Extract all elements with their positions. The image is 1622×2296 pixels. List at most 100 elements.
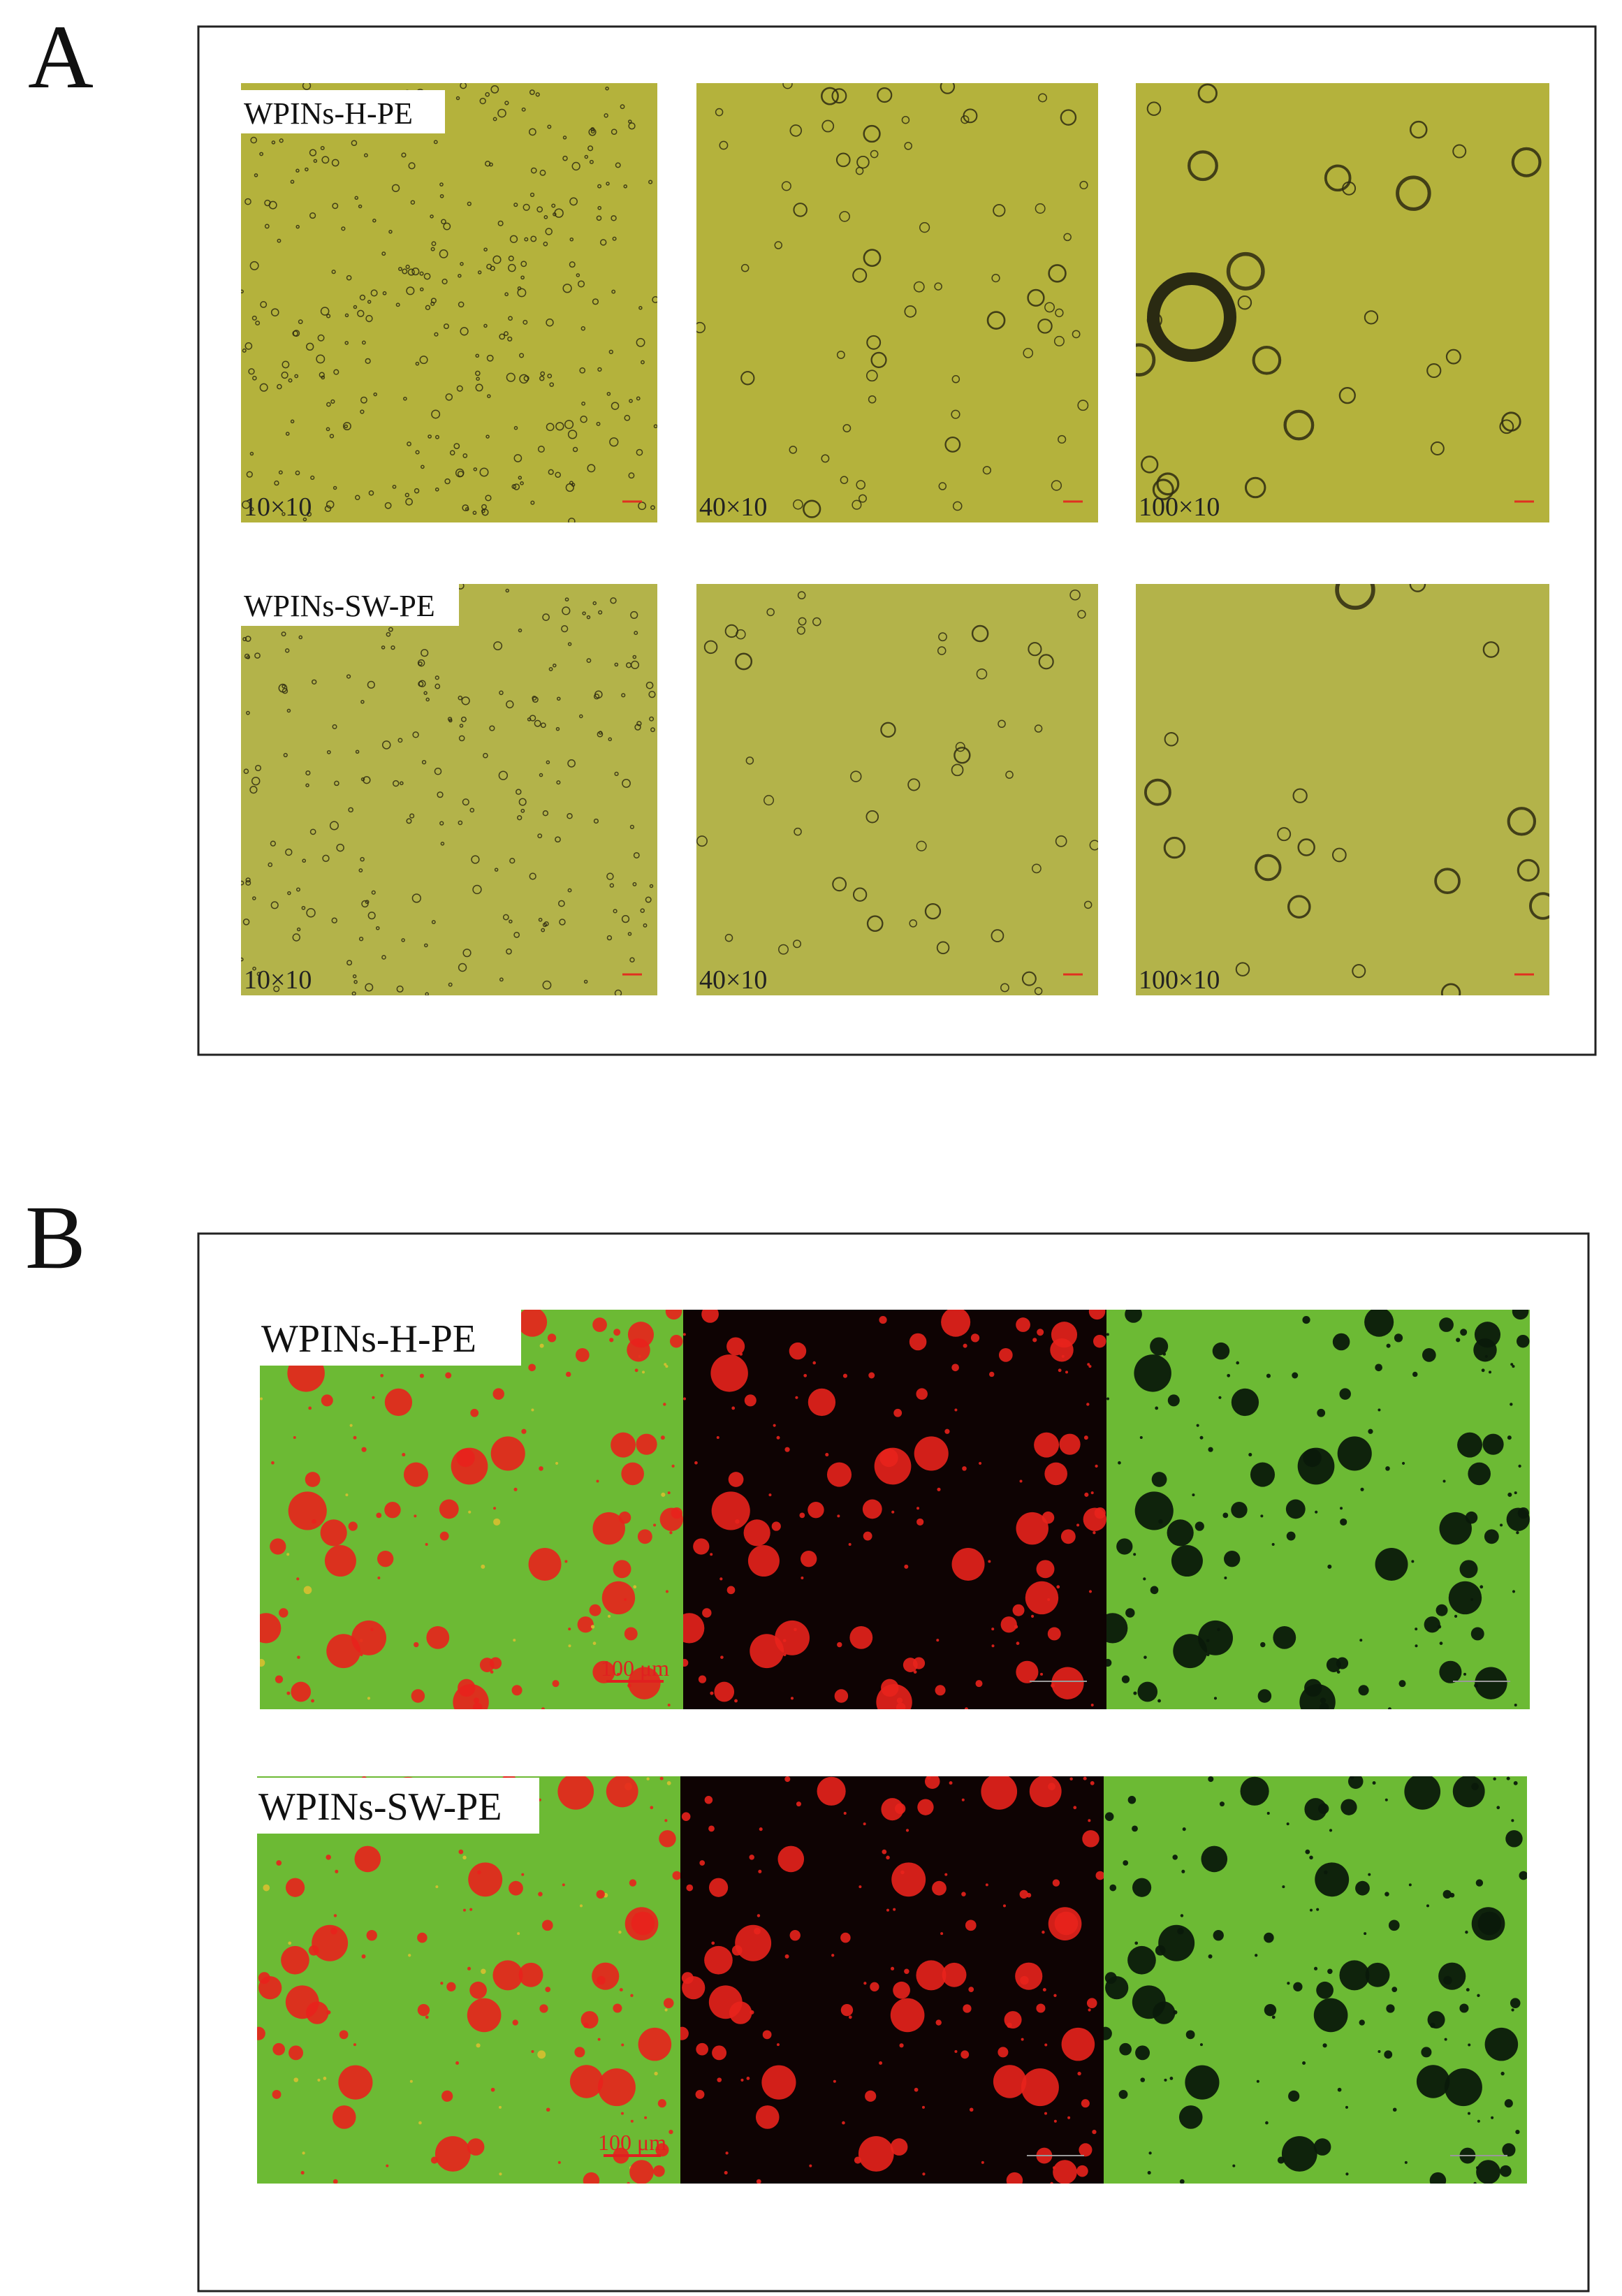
droplet (1318, 1803, 1329, 1815)
droplet (470, 1408, 479, 1417)
droplet (1152, 478, 1174, 501)
droplet (1090, 1491, 1094, 1495)
droplet (696, 835, 708, 847)
droplet (579, 714, 583, 719)
droplet (554, 208, 564, 218)
droplet (411, 268, 420, 276)
micrograph (683, 1310, 1106, 1709)
droplet (586, 615, 591, 620)
droplet (644, 2116, 648, 2119)
droplet (1060, 1529, 1076, 1544)
droplet (1266, 1373, 1271, 1378)
droplet (1093, 1531, 1096, 1535)
droplet (285, 432, 290, 436)
droplet (363, 153, 368, 158)
droplet (904, 142, 912, 150)
droplet (909, 919, 917, 928)
droplet (796, 1801, 801, 1807)
droplet (657, 2099, 666, 2108)
droplet (419, 287, 424, 292)
droplet (254, 764, 262, 772)
droplet (654, 2071, 658, 2076)
droplet (629, 957, 635, 963)
droplet (270, 901, 279, 909)
droplet (567, 430, 578, 439)
droplet (1093, 1334, 1106, 1348)
droplet (949, 1781, 953, 1785)
droplet (1169, 2077, 1174, 2080)
droplet (891, 1862, 926, 1897)
droplet (1144, 1655, 1147, 1659)
droplet (490, 1436, 525, 1471)
droplet (504, 292, 509, 297)
droplet (1337, 2087, 1342, 2092)
droplet (970, 1333, 980, 1343)
droplet (575, 1348, 590, 1362)
droplet (542, 810, 549, 817)
droplet (613, 2003, 622, 2013)
droplet (333, 2179, 338, 2184)
droplet (326, 1634, 361, 1669)
droplet (606, 1776, 638, 1808)
droplet (1452, 144, 1467, 159)
droplet (907, 778, 921, 791)
droplet (952, 501, 963, 511)
droplet (361, 340, 366, 345)
droplet (360, 700, 365, 704)
droplet (699, 1860, 706, 1866)
droplet (618, 1930, 622, 1934)
droplet (348, 807, 353, 813)
droplet (1505, 1830, 1523, 1848)
droplet (865, 810, 879, 824)
droplet (1422, 1348, 1436, 1362)
droplet (366, 1929, 377, 1941)
droplet (880, 722, 896, 738)
droplet (1515, 2130, 1520, 2135)
droplet (843, 1811, 847, 1815)
droplet (1286, 1531, 1296, 1541)
droplet (580, 415, 587, 423)
droplet (565, 483, 574, 492)
droplet (444, 478, 451, 485)
droplet (667, 1491, 671, 1495)
droplet (310, 475, 315, 480)
droplet (962, 1466, 967, 1471)
droplet (1058, 1368, 1062, 1373)
droplet (719, 1577, 723, 1581)
droplet (893, 1408, 903, 1417)
droplet (632, 882, 637, 886)
droplet (524, 237, 529, 242)
droplet (629, 2160, 654, 2184)
droplet (1304, 1798, 1327, 1821)
droplet (776, 1435, 780, 1440)
droplet (879, 1448, 898, 1468)
droplet (352, 974, 357, 979)
droplet (377, 1577, 381, 1580)
droplet (1004, 2011, 1022, 2029)
droplet (771, 1521, 781, 1531)
droplet (288, 1941, 292, 1945)
droplet (1324, 1870, 1328, 1875)
droplet (862, 1499, 882, 1519)
droplet (598, 731, 603, 735)
droplet (863, 249, 882, 267)
droplet (735, 652, 753, 671)
droplet (499, 333, 506, 340)
droplet (1500, 1523, 1503, 1527)
droplet (519, 374, 529, 384)
droplet (341, 226, 346, 231)
droplet (326, 2010, 331, 2015)
droplet (1470, 1627, 1484, 1641)
droplet (763, 795, 775, 806)
droplet (1401, 1461, 1405, 1465)
droplet (1157, 1699, 1161, 1703)
droplet (1012, 1604, 1025, 1616)
droplet (538, 1892, 543, 1896)
droplet (460, 83, 467, 89)
droplet (384, 502, 392, 509)
droplet (596, 421, 601, 426)
droplet (1036, 1560, 1055, 1579)
droplet (346, 674, 351, 679)
droplet (893, 1981, 910, 1999)
droplet (506, 372, 516, 382)
